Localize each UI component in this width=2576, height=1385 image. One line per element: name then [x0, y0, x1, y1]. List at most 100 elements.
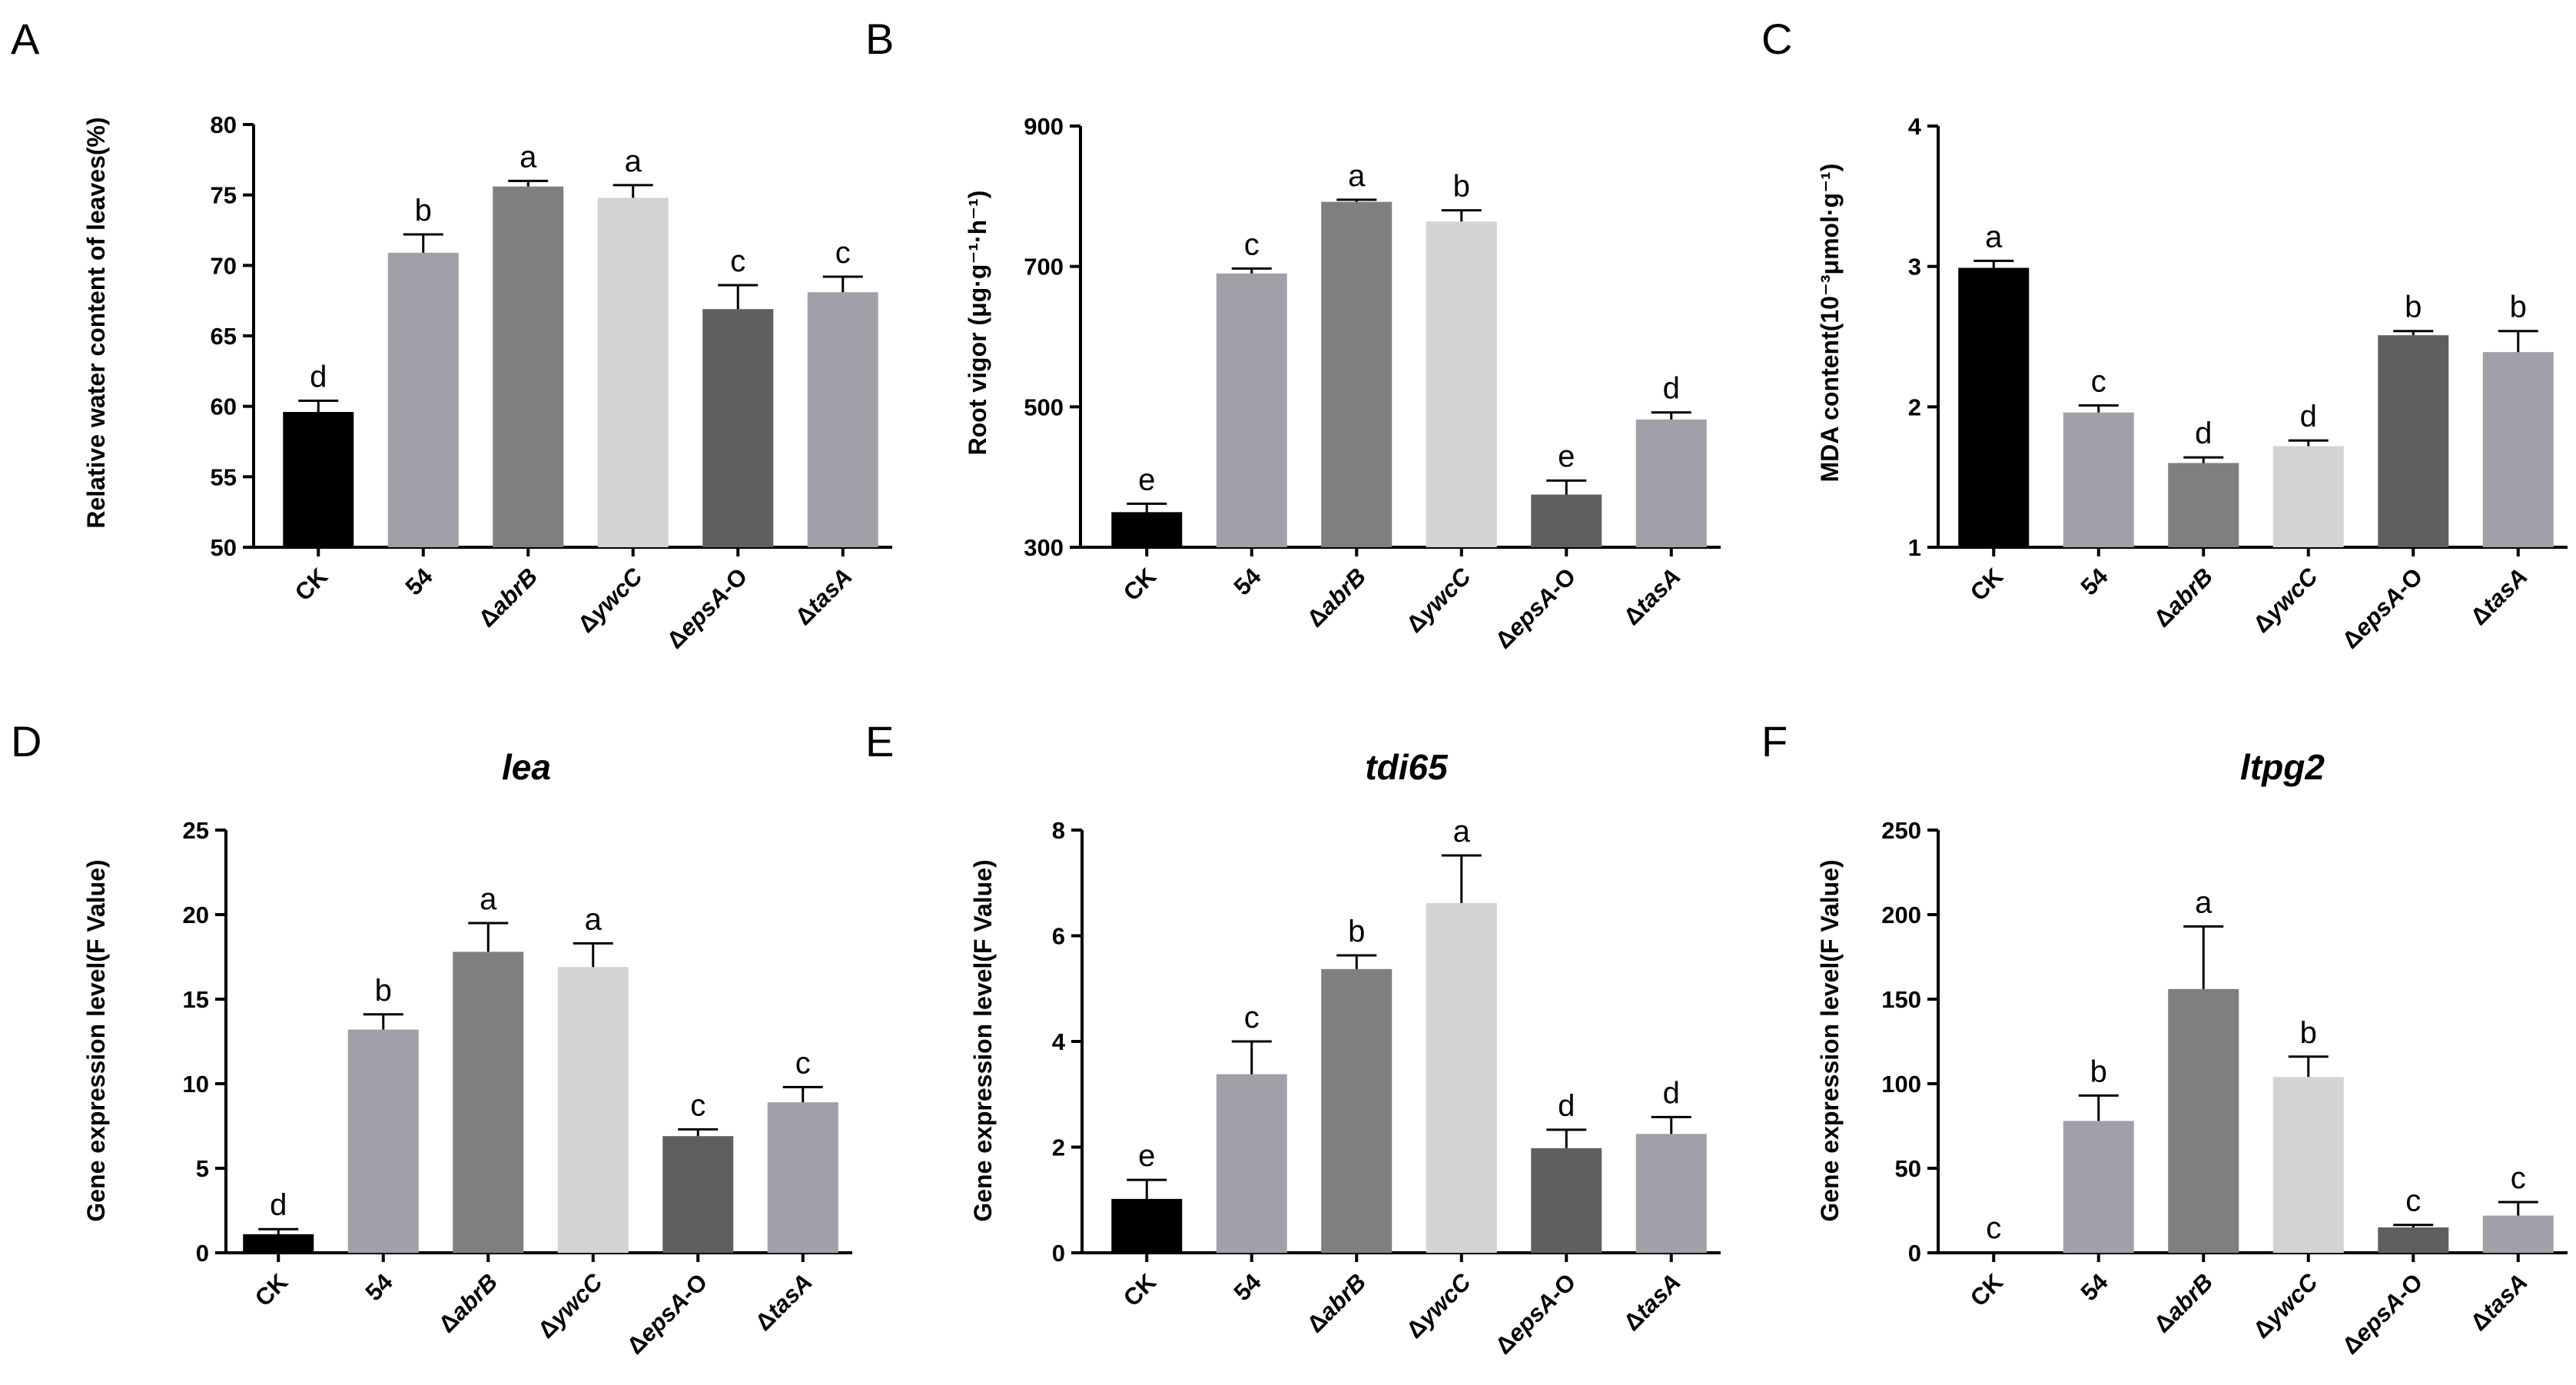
- bar: [2378, 1227, 2449, 1253]
- category-label: 54: [400, 563, 439, 601]
- bar: [243, 1234, 314, 1253]
- category-label: ΔywcC: [1401, 563, 1476, 638]
- bar: [1958, 267, 2030, 547]
- y-tick-label: 0: [1052, 1240, 1065, 1267]
- y-tick-label: 5: [196, 1155, 209, 1182]
- significance-label: d: [310, 360, 327, 394]
- y-tick-label: 2: [1052, 1134, 1065, 1161]
- category-label: 54: [1229, 1268, 1267, 1307]
- y-tick-label: 8: [1052, 817, 1065, 844]
- panel-f: F ltpg2 Gene expression level(F Value): [1761, 717, 2325, 1222]
- bar: [2168, 463, 2239, 547]
- y-tick-label: 500: [1024, 394, 1064, 420]
- significance-label: b: [375, 974, 392, 1008]
- y-tick-label: 900: [1024, 113, 1064, 140]
- y-tick-label: 700: [1024, 254, 1064, 281]
- significance-label: b: [2510, 291, 2527, 324]
- category-label: ΔabrB: [1302, 1268, 1371, 1337]
- bar: [1111, 512, 1183, 547]
- significance-label: c: [2405, 1184, 2421, 1218]
- category-label: CK: [1965, 1268, 2009, 1312]
- y-tick-label: 55: [211, 463, 237, 490]
- panel-a: A Relative water content of leaves(%): [11, 15, 110, 529]
- bar: [702, 309, 774, 547]
- y-tick-label: 50: [1895, 1155, 1921, 1182]
- category-label: ΔtasA: [790, 563, 858, 630]
- category-label: 54: [1229, 563, 1267, 601]
- category-label: ΔabrB: [1302, 563, 1371, 632]
- category-label: CK: [1965, 563, 2009, 606]
- category-label: ΔywcC: [573, 563, 648, 638]
- y-tick-label: 100: [1881, 1071, 1921, 1098]
- bar: [1958, 1251, 2030, 1253]
- bar: [1426, 221, 1497, 547]
- y-tick-label: 15: [183, 986, 209, 1013]
- bar: [387, 252, 459, 547]
- chart-a: 50 55 60 65 70 75 80 d CK b 54 a ΔabrB a ΔywcC c ΔepsA-O…: [211, 111, 892, 654]
- significance-label: d: [270, 1188, 287, 1222]
- significance-label: c: [730, 244, 745, 278]
- bar: [2272, 1077, 2344, 1253]
- panel-label-d: D: [11, 717, 41, 766]
- significance-label: a: [2195, 885, 2213, 919]
- y-tick-label: 60: [211, 394, 237, 420]
- significance-label: d: [1663, 1076, 1680, 1110]
- panel-label-c: C: [1761, 15, 1792, 63]
- chart-c: 1 2 3 4 a CK c 54 d ΔabrB d ΔywcC b ΔepsA-O b ΔtasA: [1908, 113, 2568, 654]
- chart-title: tdi65: [1365, 747, 1449, 787]
- bar: [557, 967, 629, 1253]
- y-tick-label: 20: [183, 902, 209, 928]
- panel-label-e: E: [865, 717, 894, 766]
- y-axis-title: MDA content(10⁻³μmol·g⁻¹): [1816, 164, 1844, 483]
- significance-label: b: [2300, 1016, 2317, 1050]
- category-label: 54: [2076, 1268, 2114, 1307]
- significance-label: e: [1138, 463, 1155, 497]
- y-tick-label: 250: [1881, 817, 1921, 844]
- significance-label: b: [1348, 915, 1365, 948]
- chart-d: 0 5 10 15 20 25 d CK b 54 a ΔabrB a ΔywcC c ΔepsA-O c Δta…: [183, 817, 852, 1360]
- bar: [767, 1102, 838, 1253]
- category-label: ΔtasA: [750, 1268, 818, 1336]
- significance-label: a: [625, 144, 642, 178]
- panel-d: D lea Gene expression level(F Value): [11, 717, 551, 1222]
- y-tick-label: 1: [1908, 534, 1921, 561]
- significance-label: a: [585, 902, 603, 936]
- category-label: CK: [290, 563, 334, 606]
- y-tick-label: 300: [1024, 534, 1064, 561]
- category-label: ΔabrB: [2149, 1268, 2218, 1337]
- category-label: ΔywcC: [2248, 563, 2323, 638]
- panel-e: E tdi65 Gene expression level(F Value): [865, 717, 1449, 1222]
- category-label: ΔepsA-O: [1490, 563, 1581, 653]
- significance-label: b: [2090, 1055, 2107, 1088]
- chart-f: 0 50 100 150 200 250 c CK b 54 a ΔabrB b ΔywcC c ΔepsA-…: [1881, 817, 2568, 1360]
- significance-label: c: [690, 1088, 705, 1122]
- significance-label: a: [520, 140, 537, 174]
- y-axis-title: Gene expression level(F Value): [969, 859, 997, 1221]
- category-label: ΔabrB: [433, 1268, 503, 1337]
- significance-label: d: [1558, 1089, 1575, 1123]
- bar: [1216, 1074, 1287, 1253]
- panel-label-b: B: [865, 15, 894, 63]
- y-tick-label: 200: [1881, 902, 1921, 928]
- significance-label: c: [2091, 365, 2106, 399]
- y-tick-label: 0: [196, 1240, 209, 1267]
- significance-label: e: [1138, 1139, 1155, 1173]
- bar: [283, 412, 354, 547]
- significance-label: c: [1244, 1001, 1260, 1035]
- y-tick-label: 70: [211, 252, 237, 279]
- bar: [1321, 201, 1393, 547]
- y-tick-label: 2: [1908, 394, 1921, 420]
- category-label: ΔtasA: [2465, 563, 2533, 630]
- category-label: ΔabrB: [2149, 563, 2218, 632]
- significance-label: a: [1985, 220, 2003, 254]
- y-tick-label: 10: [183, 1071, 209, 1098]
- y-axis-title: Root vigor (μg·g⁻¹·h⁻¹): [964, 191, 991, 456]
- category-label: CK: [1118, 1268, 1162, 1312]
- chart-b: 300 500 700 900 e CK c 54 a ΔabrB b ΔywcC e ΔepsA-O d Δ…: [1024, 113, 1721, 654]
- chart-title: lea: [502, 747, 551, 787]
- chart-e: 0 2 4 6 8 e CK c 54 b ΔabrB a ΔywcC d ΔepsA-O d ΔtasA: [1052, 815, 1721, 1360]
- bar: [1531, 1148, 1602, 1253]
- category-label: ΔtasA: [2465, 1268, 2533, 1336]
- panel-c: C MDA content(10⁻³μmol·g⁻¹): [1761, 15, 1844, 482]
- y-tick-label: 50: [211, 534, 237, 561]
